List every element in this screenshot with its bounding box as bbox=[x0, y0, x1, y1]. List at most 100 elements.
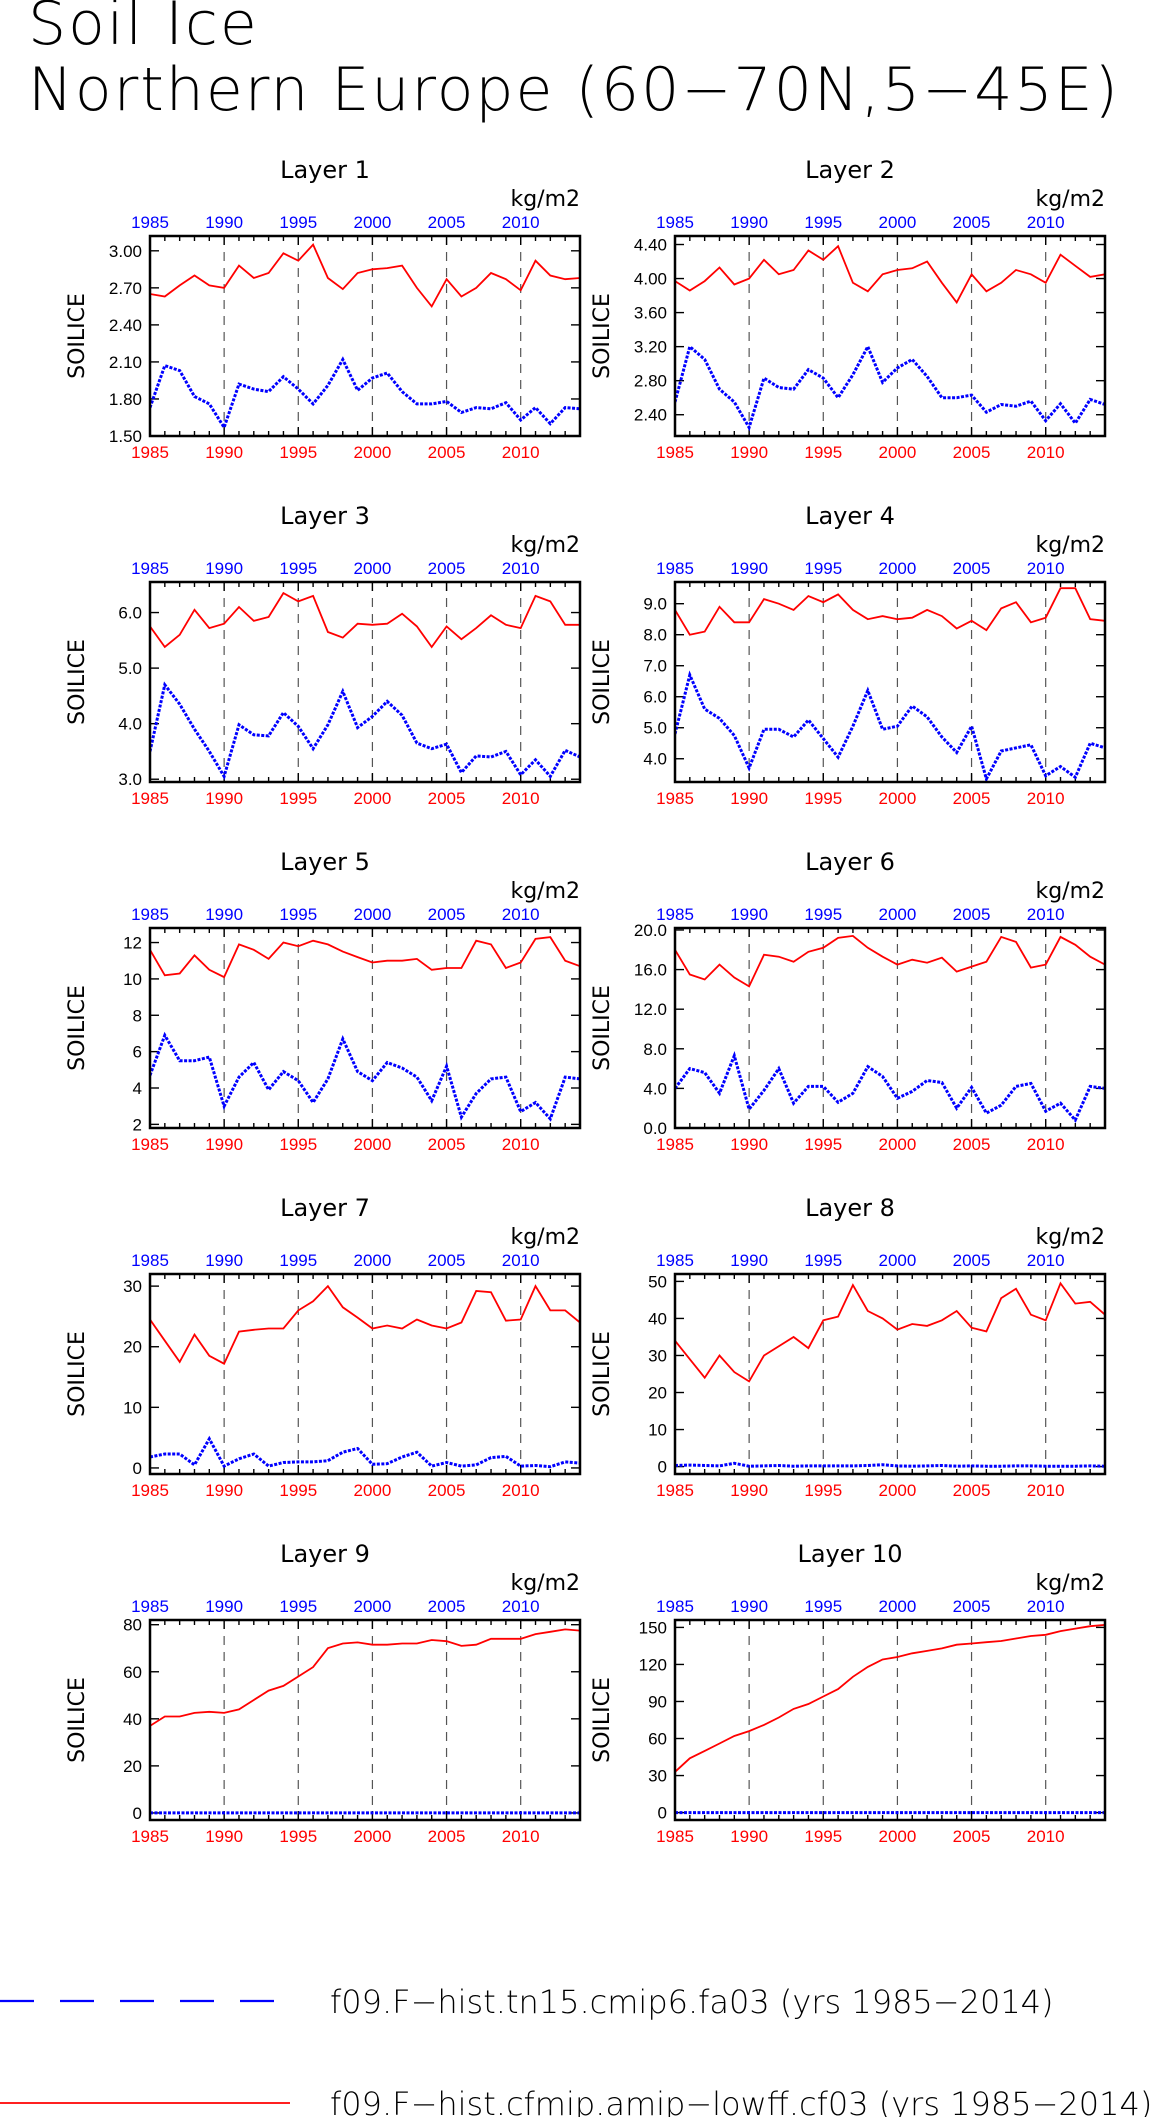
x-tick-label-bottom: 1985 bbox=[131, 443, 169, 462]
panel-layer-8: Layer 8 kg/m2 SOILICE 1985 1985 1990 1990 1995 1… bbox=[590, 1194, 1107, 1500]
y-tick-label: 120 bbox=[639, 1655, 667, 1674]
series-group bbox=[150, 1284, 580, 1469]
x-tick-label-top: 2000 bbox=[353, 1597, 391, 1616]
x-tick-label-bottom: 2005 bbox=[953, 1135, 991, 1154]
x-tick-label-top: 2010 bbox=[502, 213, 540, 232]
series-blue-line bbox=[675, 1461, 1105, 1468]
x-tick-label-bottom: 2010 bbox=[502, 443, 540, 462]
x-tick-label-top: 2005 bbox=[953, 1251, 991, 1270]
x-tick-label-bottom: 1990 bbox=[730, 1481, 768, 1500]
y-tick-label: 20 bbox=[123, 1338, 142, 1357]
x-tick-label-top: 1990 bbox=[205, 905, 243, 924]
y-tick-label: 0 bbox=[133, 1804, 142, 1823]
y-tick-label: 2.10 bbox=[109, 353, 142, 372]
x-tick-label-top: 1990 bbox=[730, 1251, 768, 1270]
series-red-line bbox=[675, 934, 1105, 988]
x-tick-label-top: 1995 bbox=[279, 1251, 317, 1270]
y-tick-label: 6.0 bbox=[118, 604, 142, 623]
x-tick-label-bottom: 1995 bbox=[279, 789, 317, 808]
y-tick-label: 8.0 bbox=[643, 1040, 667, 1059]
y-axis-label: SOILICE bbox=[590, 639, 615, 725]
series-red-line bbox=[150, 1628, 580, 1727]
y-tick-label: 8.0 bbox=[643, 626, 667, 645]
x-tick-label-top: 2005 bbox=[953, 905, 991, 924]
x-tick-label-top: 2010 bbox=[502, 559, 540, 578]
x-tick-label-bottom: 2005 bbox=[428, 1481, 466, 1500]
x-tick-label-top: 1985 bbox=[131, 1251, 169, 1270]
panel-title: Layer 1 bbox=[280, 156, 370, 184]
x-tick-label-bottom: 2000 bbox=[353, 1827, 391, 1846]
x-tick-label-top: 1985 bbox=[131, 1597, 169, 1616]
x-tick-label-top: 1990 bbox=[730, 213, 768, 232]
x-tick-label-bottom: 1985 bbox=[131, 1481, 169, 1500]
series-red-line bbox=[150, 936, 580, 979]
y-tick-label: 50 bbox=[648, 1272, 667, 1291]
x-tick-label-bottom: 1985 bbox=[656, 1135, 694, 1154]
x-tick-label-bottom: 1990 bbox=[205, 789, 243, 808]
x-tick-label-bottom: 1985 bbox=[656, 1481, 694, 1500]
series-red-line bbox=[675, 244, 1105, 305]
y-tick-label: 9.0 bbox=[643, 595, 667, 614]
plot-frame bbox=[673, 234, 1107, 438]
x-tick-label-top: 1995 bbox=[804, 213, 842, 232]
x-tick-label-bottom: 1985 bbox=[656, 789, 694, 808]
units-label: kg/m2 bbox=[510, 1225, 580, 1250]
x-tick-label-bottom: 2005 bbox=[428, 1827, 466, 1846]
panel-layer-2: Layer 2 kg/m2 SOILICE 1985 1985 1990 1990 1995 1… bbox=[590, 156, 1107, 462]
panel-title: Layer 6 bbox=[805, 848, 895, 876]
units-label: kg/m2 bbox=[1035, 533, 1105, 558]
x-tick-label-top: 2000 bbox=[878, 905, 916, 924]
y-tick-label: 6.0 bbox=[643, 688, 667, 707]
x-tick-label-bottom: 2005 bbox=[953, 1481, 991, 1500]
x-tick-label-bottom: 1995 bbox=[804, 1135, 842, 1154]
x-tick-label-bottom: 2010 bbox=[502, 789, 540, 808]
y-tick-label: 3.0 bbox=[118, 770, 142, 789]
y-tick-label: 40 bbox=[648, 1309, 667, 1328]
x-tick-label-top: 2010 bbox=[1027, 905, 1065, 924]
x-tick-label-bottom: 1995 bbox=[279, 1481, 317, 1500]
y-tick-label: 1.80 bbox=[109, 390, 142, 409]
panels: Layer 1 kg/m2 SOILICE 1985 1985 1990 1990 1995 1… bbox=[65, 156, 1107, 1846]
panel-title: Layer 3 bbox=[280, 502, 370, 530]
x-tick-label-top: 1990 bbox=[205, 213, 243, 232]
x-tick-label-top: 1990 bbox=[205, 1251, 243, 1270]
x-tick-label-top: 1985 bbox=[131, 559, 169, 578]
panel-layer-3: Layer 3 kg/m2 SOILICE 1985 1985 1990 1990 1995 1… bbox=[65, 502, 582, 808]
series-red-line bbox=[675, 587, 1105, 636]
units-label: kg/m2 bbox=[510, 879, 580, 904]
series-blue-line bbox=[150, 681, 580, 781]
x-tick-label-top: 1985 bbox=[656, 1251, 694, 1270]
x-tick-label-top: 1985 bbox=[656, 213, 694, 232]
units-label: kg/m2 bbox=[1035, 187, 1105, 212]
x-tick-label-bottom: 2005 bbox=[428, 789, 466, 808]
x-tick-label-top: 2005 bbox=[428, 213, 466, 232]
x-tick-label-top: 2005 bbox=[428, 1251, 466, 1270]
x-tick-label-top: 1985 bbox=[656, 905, 694, 924]
x-tick-label-bottom: 2000 bbox=[353, 789, 391, 808]
x-tick-label-bottom: 1995 bbox=[279, 443, 317, 462]
panel-title: Layer 5 bbox=[280, 848, 370, 876]
y-tick-label: 60 bbox=[123, 1663, 142, 1682]
x-tick-label-top: 2000 bbox=[353, 905, 391, 924]
x-tick-label-top: 1995 bbox=[804, 1597, 842, 1616]
panel-layer-6: Layer 6 kg/m2 SOILICE 1985 1985 1990 1990 1995 1… bbox=[590, 848, 1107, 1154]
panel-layer-7: Layer 7 kg/m2 SOILICE 1985 1985 1990 1990 1995 1… bbox=[65, 1194, 582, 1500]
x-tick-label-bottom: 2010 bbox=[1027, 1135, 1065, 1154]
y-tick-label: 3.20 bbox=[634, 338, 667, 357]
x-tick-label-bottom: 2005 bbox=[953, 1827, 991, 1846]
x-tick-label-bottom: 1985 bbox=[131, 789, 169, 808]
y-tick-label: 4.00 bbox=[634, 270, 667, 289]
x-tick-label-top: 1990 bbox=[205, 559, 243, 578]
x-tick-label-bottom: 2000 bbox=[353, 1135, 391, 1154]
y-tick-label: 10 bbox=[123, 1398, 142, 1417]
panel-layer-1: Layer 1 kg/m2 SOILICE 1985 1985 1990 1990 1995 1… bbox=[65, 156, 582, 462]
x-tick-label-bottom: 1990 bbox=[205, 1827, 243, 1846]
plot-frame bbox=[673, 1272, 1107, 1476]
x-tick-label-bottom: 1995 bbox=[804, 1827, 842, 1846]
units-label: kg/m2 bbox=[1035, 1571, 1105, 1596]
y-tick-label: 5.0 bbox=[643, 719, 667, 738]
x-tick-label-bottom: 2010 bbox=[502, 1135, 540, 1154]
y-tick-label: 30 bbox=[648, 1346, 667, 1365]
plot-frame bbox=[148, 926, 582, 1130]
y-tick-label: 80 bbox=[123, 1616, 142, 1635]
